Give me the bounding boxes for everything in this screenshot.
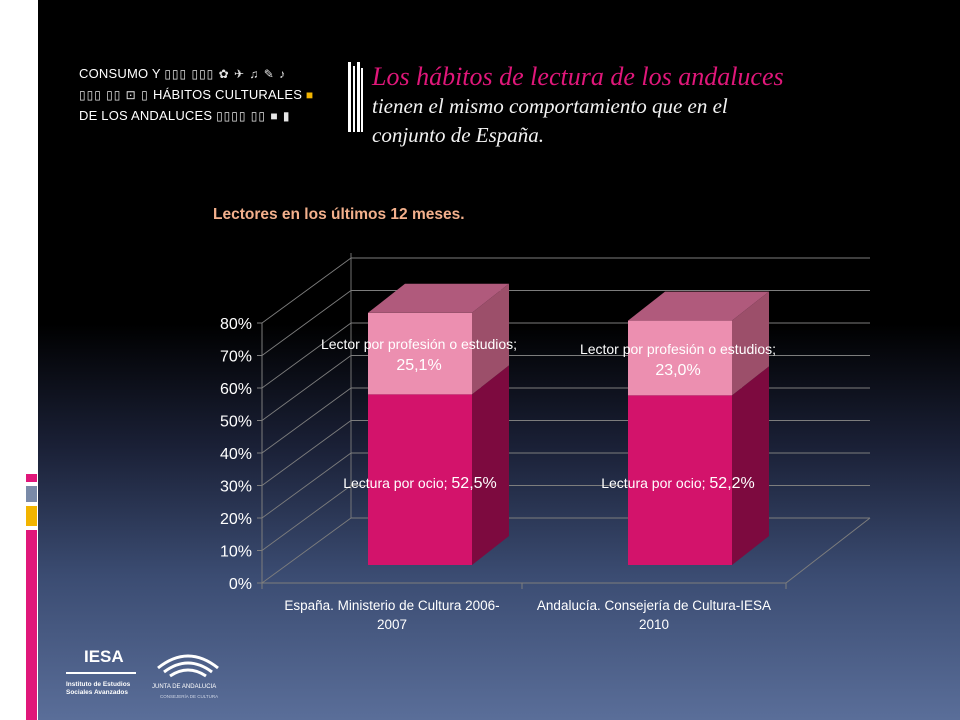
heading-line-3: conjunto de España. [372, 123, 545, 147]
junta-arch-icon [157, 654, 219, 670]
iesa-sub-1: Instituto de Estudios [66, 681, 131, 688]
bar-top-face [628, 291, 769, 321]
side-grid-line [261, 517, 352, 584]
bar-ocio-front [368, 394, 472, 565]
deco-bar-gray [26, 486, 37, 502]
junta-logo: JUNTA DE ANDALUCIA CONSEJERÍA DE CULTURA [152, 654, 219, 699]
data-label-ocio: Lectura por ocio; 52,2% [601, 475, 755, 492]
category-label: España. Ministerio de Cultura 2006- [284, 598, 499, 613]
floor-right-edge [785, 517, 871, 584]
y-tick-label: 10% [220, 544, 252, 561]
chart-title: Lectores en los últimos 12 meses. [213, 206, 465, 223]
bar-ocio-front [628, 395, 732, 565]
bar-profesion-front [628, 320, 732, 396]
iesa-logo: IESA Instituto de Estudios Sociales Avan… [66, 647, 136, 696]
side-grid-line [261, 420, 352, 486]
category-label: 2007 [377, 617, 407, 632]
heading-line-2: tienen el mismo comportamiento que en el [372, 94, 728, 118]
junta-text: JUNTA DE ANDALUCIA [152, 684, 216, 690]
consumo-logo: CONSUMO Y ▯▯▯ ▯▯▯ ✿ ✈ ♫ ✎ ♪ ▯▯▯ ▯▯ ⊡ ▯ H… [79, 64, 409, 130]
data-label-profesion-value: 23,0% [655, 362, 700, 379]
bar-profesion-side [732, 291, 769, 396]
logo-books-icon [348, 62, 363, 132]
bar-profesion-front [368, 312, 472, 395]
side-grid-line [261, 485, 352, 551]
y-tick-label: 20% [220, 511, 252, 528]
side-grid-line [261, 257, 352, 324]
deco-bar-yellow [26, 506, 37, 526]
y-tick-label: 60% [220, 381, 252, 398]
iesa-logo-text: IESA [84, 647, 124, 666]
y-tick-label: 30% [220, 479, 252, 496]
y-tick-label: 50% [220, 414, 252, 431]
y-tick-label: 0% [229, 576, 252, 593]
deco-bar-pink-long [26, 530, 37, 720]
data-label-profesion-name: Lector por profesión o estudios; [580, 341, 776, 357]
junta-arch-3-icon [169, 668, 207, 678]
bar-ocio-side [472, 365, 509, 565]
side-grid-line [261, 387, 352, 454]
logo-pictograms-icon: ▯▯▯ ▯▯▯ ✿ ✈ ♫ ✎ ♪ [164, 67, 287, 81]
side-grid-line [261, 452, 352, 519]
logo-text-line2: HÁBITOS CULTURALES [153, 87, 303, 102]
data-label-ocio: Lectura por ocio; 52,5% [343, 475, 497, 492]
logo-text-line1: CONSUMO Y [79, 66, 161, 81]
slide-heading: Los hábitos de lectura de los andaluces … [372, 62, 932, 150]
category-label: 2010 [639, 617, 669, 632]
y-tick-label: 40% [220, 446, 252, 463]
heading-line-1: Los hábitos de lectura de los andaluces [372, 62, 784, 91]
logo-pictograms-3-icon: ▯▯▯▯ ▯▯ ■ ▮ [216, 109, 291, 123]
logo-pictograms-2-icon: ▯▯▯ ▯▯ ⊡ ▯ [79, 88, 154, 102]
category-label: Andalucía. Consejería de Cultura-IESA [537, 598, 771, 613]
bar-ocio-side [732, 366, 769, 565]
logo-text-line3: DE LOS ANDALUCES [79, 108, 213, 123]
y-tick-label: 70% [220, 349, 252, 366]
iesa-sub-2: Sociales Avanzados [66, 689, 128, 696]
junta-arch-2-icon [163, 661, 213, 674]
side-grid-line [261, 290, 352, 356]
footer-logos: IESA Instituto de Estudios Sociales Avan… [66, 647, 219, 699]
bar-top-face [368, 283, 509, 313]
deco-bar-pink [26, 474, 37, 482]
logo-camera-icon: ■ [305, 88, 315, 102]
side-grid-line [261, 355, 352, 421]
data-label-profesion-name: Lector por profesión o estudios; [321, 336, 517, 352]
iesa-rule [66, 672, 136, 674]
bar-profesion-side [472, 283, 509, 395]
side-grid-line [261, 322, 352, 389]
data-label-profesion-value: 25,1% [396, 357, 441, 374]
y-tick-label: 80% [220, 316, 252, 333]
junta-sub: CONSEJERÍA DE CULTURA [160, 693, 218, 699]
